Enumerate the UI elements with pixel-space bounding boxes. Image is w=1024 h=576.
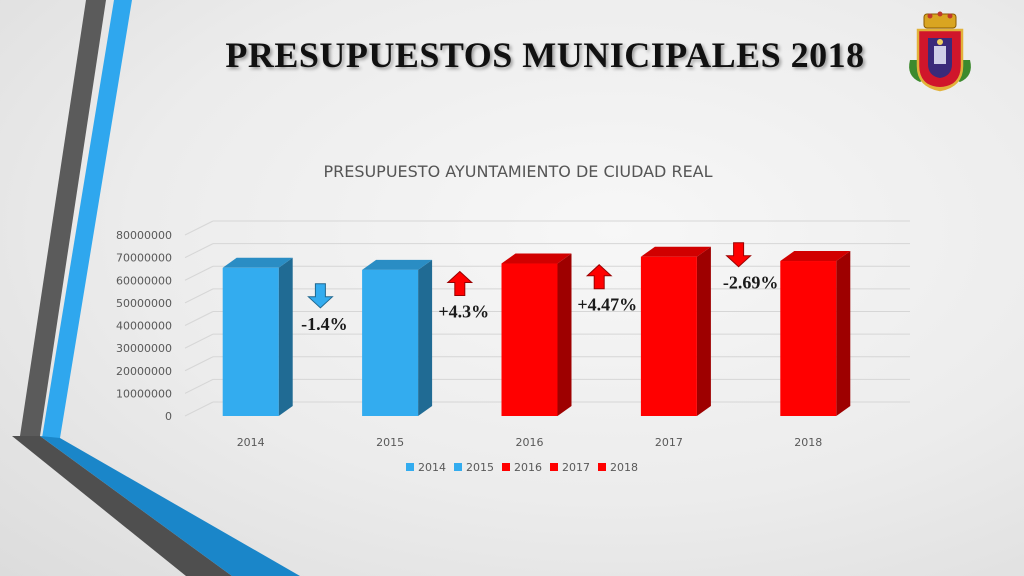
bar-side-2018 (836, 251, 851, 416)
arrow-down-icon (307, 283, 334, 309)
arrow-down-icon (725, 242, 752, 268)
bar-side-2017 (696, 246, 711, 416)
y-tick-label: 10000000 (116, 387, 172, 400)
legend-label: 2014 (418, 461, 446, 474)
change-label: -1.4% (301, 314, 348, 334)
change-label: +4.47% (577, 295, 637, 315)
chart-legend: 2014 2015 2016 2017 2018 (0, 461, 1024, 474)
legend-item: 2018 (598, 461, 638, 474)
y-tick-label: 20000000 (116, 365, 172, 378)
legend-label: 2016 (514, 461, 542, 474)
grid-line (184, 220, 214, 236)
legend-item: 2014 (406, 461, 446, 474)
slide-title: PRESUPUESTOS MUNICIPALES 2018 (225, 35, 865, 75)
grid-line (184, 401, 214, 417)
legend-label: 2018 (610, 461, 638, 474)
grid-line (184, 265, 214, 281)
legend-swatch (406, 463, 414, 471)
change-label: -2.69% (723, 273, 779, 293)
y-tick-label: 40000000 (116, 320, 172, 333)
bar-2017 (640, 256, 697, 416)
grid-line (184, 288, 214, 304)
bar-2018 (780, 261, 837, 416)
x-tick-label: 2016 (516, 436, 544, 449)
bar-2014 (222, 267, 279, 416)
grid-line (184, 333, 214, 349)
x-tick-label: 2018 (794, 436, 822, 449)
bar-2016 (501, 263, 558, 416)
gray-stripe-bottom (12, 436, 232, 576)
x-tick-label: 2014 (237, 436, 265, 449)
legend-swatch (550, 463, 558, 471)
bar-top-2016 (501, 253, 572, 264)
y-tick-label: 50000000 (116, 297, 172, 310)
y-tick-label: 0 (165, 410, 172, 423)
legend-label: 2017 (562, 461, 590, 474)
y-tick-label: 60000000 (116, 274, 172, 287)
coat-of-arms-logo (909, 11, 971, 92)
legend-swatch (502, 463, 510, 471)
arrow-up-icon (446, 270, 474, 297)
legend-item: 2015 (454, 461, 494, 474)
grid-line (184, 378, 214, 394)
x-tick-label: 2015 (376, 436, 404, 449)
legend-item: 2017 (550, 461, 590, 474)
y-tick-label: 80000000 (116, 229, 172, 242)
y-tick-label: 30000000 (116, 342, 172, 355)
grid-line (184, 356, 214, 372)
y-tick-label: 70000000 (116, 252, 172, 265)
bar-side-2015 (418, 259, 433, 416)
blue-stripe-bottom (40, 436, 300, 576)
legend-item: 2016 (502, 461, 542, 474)
legend-swatch (454, 463, 462, 471)
bar-side-2014 (278, 257, 293, 416)
change-label: +4.3% (438, 302, 489, 322)
bar-side-2016 (557, 253, 572, 416)
bar-top-2014 (222, 257, 293, 268)
chart-title: PRESUPUESTO AYUNTAMIENTO DE CIUDAD REAL (323, 162, 713, 181)
bar-2015 (362, 269, 419, 416)
bar-top-2018 (780, 251, 851, 262)
grid-line (184, 311, 214, 326)
legend-label: 2015 (466, 461, 494, 474)
grid-line (184, 243, 214, 259)
gray-stripe-top (20, 0, 106, 436)
bar-top-2015 (362, 259, 433, 270)
x-tick-label: 2017 (655, 436, 683, 449)
arrow-up-icon (585, 264, 613, 290)
bar-top-2017 (640, 246, 711, 257)
legend-swatch (598, 463, 606, 471)
blue-stripe-top (42, 0, 132, 438)
